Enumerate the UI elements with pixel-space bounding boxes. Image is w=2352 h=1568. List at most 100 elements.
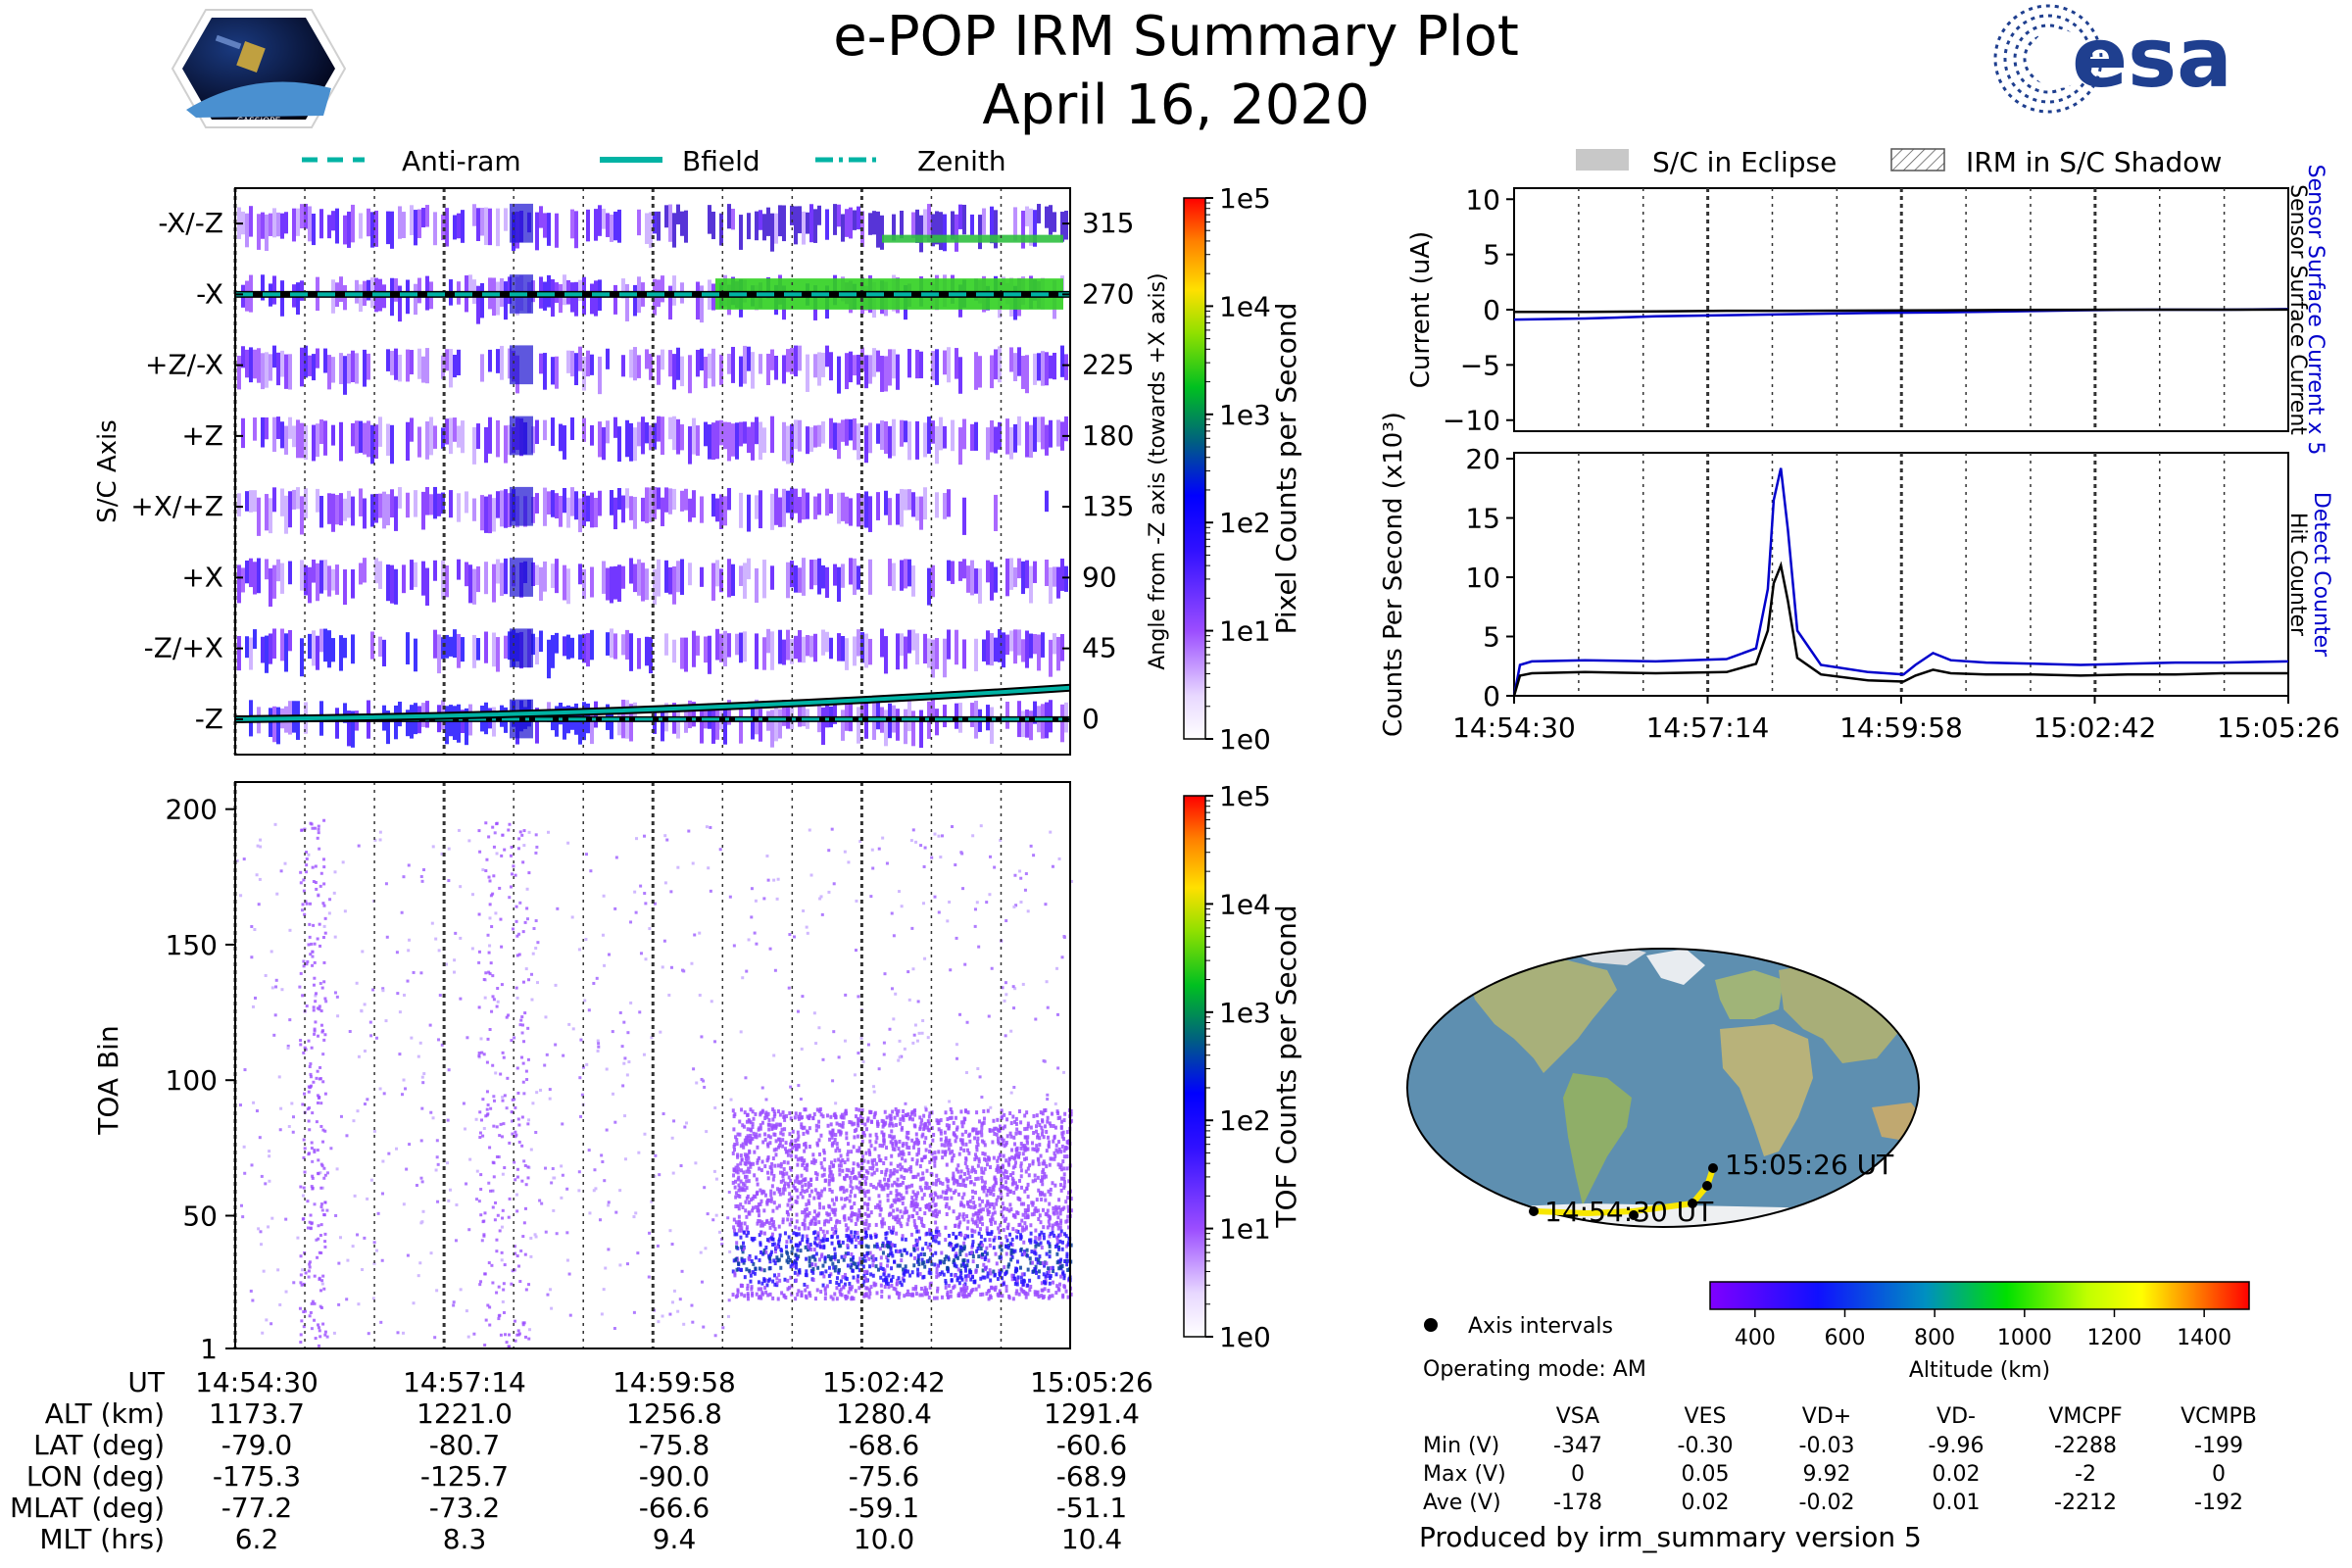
toa-speckle <box>966 1167 970 1172</box>
toa-speckle <box>635 837 639 841</box>
spectrogram-cell <box>719 494 723 529</box>
toa-speckle <box>881 836 885 840</box>
spectrogram-cell <box>488 208 492 246</box>
toa-speckle <box>1019 1275 1023 1280</box>
toa-speckle <box>1000 1185 1004 1190</box>
toa-speckle <box>1009 1250 1013 1255</box>
toa-speckle <box>911 828 915 832</box>
toa-speckle <box>1032 1113 1036 1118</box>
toa-speckle <box>866 1201 870 1206</box>
spectrogram-cell <box>582 633 586 663</box>
toa-speckle <box>870 1160 874 1165</box>
colorbar-tick-label: 1e4 <box>1219 290 1271 322</box>
toa-speckle <box>768 1259 772 1264</box>
toa-speckle <box>709 825 712 829</box>
toa-speckle <box>1013 1249 1017 1253</box>
toa-speckle <box>835 1142 839 1147</box>
toa-speckle <box>787 1235 791 1240</box>
spectrogram-cell <box>1005 701 1009 729</box>
toa-speckle <box>915 1152 919 1157</box>
toa-speckle <box>1052 1269 1055 1274</box>
toa-speckle <box>311 1299 315 1303</box>
spectrogram-cell <box>723 630 727 666</box>
toa-speckle <box>982 1108 986 1113</box>
spectrogram-cell <box>343 637 347 659</box>
toa-speckle <box>962 1283 966 1288</box>
toa-speckle <box>975 1249 979 1253</box>
toa-speckle <box>877 1153 881 1158</box>
toa-speckle <box>746 1127 750 1132</box>
toa-speckle <box>740 1267 744 1272</box>
toa-speckle <box>318 981 322 985</box>
toa-speckle <box>765 1158 769 1163</box>
toa-speckle <box>313 1202 317 1206</box>
toa-speckle <box>883 1284 887 1289</box>
toa-speckle <box>950 825 954 829</box>
toa-speckle <box>486 933 490 937</box>
toa-speckle <box>514 905 518 908</box>
toa-speckle <box>975 1110 979 1115</box>
toa-speckle <box>760 1223 763 1228</box>
toa-speckle <box>1046 1208 1050 1213</box>
toa-speckle <box>511 1098 514 1102</box>
toa-speckle <box>1059 1229 1063 1234</box>
toa-speckle <box>832 1255 836 1260</box>
spectrogram-cell <box>613 565 617 600</box>
toa-speckle <box>526 1176 530 1180</box>
spectrogram-cell <box>590 629 594 661</box>
toa-speckle <box>946 1184 950 1189</box>
toa-speckle <box>775 1205 779 1210</box>
toa-speckle <box>866 1116 870 1121</box>
toa-speckle <box>983 1267 987 1272</box>
toa-speckle <box>794 1143 798 1148</box>
toa-speckle <box>776 1243 780 1248</box>
spectrogram-cell <box>994 566 998 593</box>
toa-speckle <box>1062 1070 1066 1074</box>
toa-speckle <box>270 986 274 990</box>
toa-speckle <box>771 1156 775 1161</box>
spectrogram-cell <box>904 636 907 669</box>
spectrogram-cell <box>488 349 492 372</box>
toa-speckle <box>732 1127 736 1132</box>
toa-speckle <box>857 1235 860 1240</box>
spectrogram-cell <box>802 636 806 663</box>
toa-speckle <box>974 1155 978 1160</box>
spectrogram-cell <box>355 420 359 454</box>
toa-speckle <box>502 1055 506 1059</box>
toa-speckle <box>899 1249 903 1253</box>
spectrogram-cell <box>272 275 276 305</box>
toa-speckle <box>979 1207 983 1212</box>
toa-speckle <box>513 1245 516 1249</box>
toa-speckle <box>522 1040 526 1044</box>
spectrogram-cell <box>923 487 927 520</box>
toa-speckle <box>833 1212 837 1217</box>
spectrogram-cell <box>566 634 570 660</box>
toa-speckle <box>893 1180 897 1185</box>
toa-speckle <box>322 882 326 886</box>
toa-speckle <box>782 1167 786 1172</box>
toa-speckle <box>361 950 365 954</box>
toa-speckle <box>1064 1234 1068 1239</box>
toa-speckle <box>961 1214 965 1219</box>
spectrogram-cell <box>578 709 582 745</box>
spectrogram-cell <box>915 420 919 460</box>
spectrogram-cell <box>923 422 927 458</box>
toa-speckle <box>1026 1195 1030 1200</box>
toa-speckle <box>325 1335 329 1339</box>
spectrogram-cell <box>931 420 935 444</box>
toa-speckle <box>379 1320 383 1324</box>
toa-speckle <box>739 1168 743 1173</box>
toa-speckle <box>938 1180 942 1185</box>
toa-speckle <box>797 1114 801 1119</box>
toa-speckle <box>691 1320 695 1324</box>
spectrogram-cell <box>406 710 410 737</box>
spectrogram-cell <box>1053 352 1056 380</box>
toa-speckle <box>946 1292 950 1297</box>
toa-speckle <box>527 1118 531 1122</box>
toa-speckle <box>534 946 538 950</box>
toa-speckle <box>739 1161 743 1166</box>
toa-speckle <box>896 1177 900 1182</box>
toa-speckle <box>772 1242 776 1247</box>
toa-speckle <box>1060 956 1064 959</box>
toa-speckle <box>740 1188 744 1193</box>
